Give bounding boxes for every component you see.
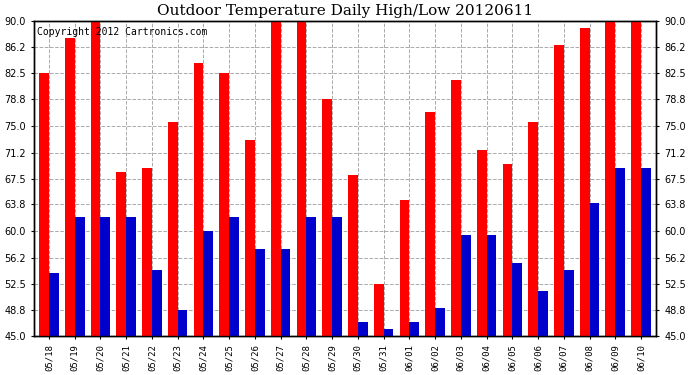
- Bar: [348, 175, 358, 336]
- Bar: [255, 249, 265, 336]
- Text: Copyright 2012 Cartronics.com: Copyright 2012 Cartronics.com: [37, 27, 207, 37]
- Bar: [65, 38, 75, 336]
- Bar: [152, 270, 161, 336]
- Bar: [194, 63, 204, 336]
- Bar: [529, 122, 538, 336]
- Bar: [168, 122, 178, 336]
- Bar: [101, 217, 110, 336]
- Bar: [384, 329, 393, 336]
- Bar: [502, 165, 512, 336]
- Bar: [538, 291, 548, 336]
- Bar: [631, 21, 641, 336]
- Bar: [409, 322, 419, 336]
- Bar: [606, 21, 615, 336]
- Bar: [641, 168, 651, 336]
- Title: Outdoor Temperature Daily High/Low 20120611: Outdoor Temperature Daily High/Low 20120…: [157, 4, 533, 18]
- Bar: [425, 112, 435, 336]
- Bar: [332, 217, 342, 336]
- Bar: [39, 74, 49, 336]
- Bar: [117, 171, 126, 336]
- Bar: [589, 203, 600, 336]
- Bar: [306, 217, 316, 336]
- Bar: [75, 217, 84, 336]
- Bar: [451, 80, 461, 336]
- Bar: [512, 262, 522, 336]
- Bar: [90, 21, 101, 336]
- Bar: [271, 21, 281, 336]
- Bar: [204, 231, 213, 336]
- Bar: [219, 74, 229, 336]
- Bar: [374, 284, 384, 336]
- Bar: [178, 310, 188, 336]
- Bar: [49, 273, 59, 336]
- Bar: [126, 217, 136, 336]
- Bar: [297, 21, 306, 336]
- Bar: [477, 150, 486, 336]
- Bar: [580, 28, 589, 336]
- Bar: [486, 235, 496, 336]
- Bar: [564, 270, 573, 336]
- Bar: [435, 308, 445, 336]
- Bar: [229, 217, 239, 336]
- Bar: [245, 140, 255, 336]
- Bar: [554, 45, 564, 336]
- Bar: [461, 235, 471, 336]
- Bar: [400, 200, 409, 336]
- Bar: [281, 249, 290, 336]
- Bar: [322, 99, 332, 336]
- Bar: [615, 168, 625, 336]
- Bar: [142, 168, 152, 336]
- Bar: [358, 322, 368, 336]
